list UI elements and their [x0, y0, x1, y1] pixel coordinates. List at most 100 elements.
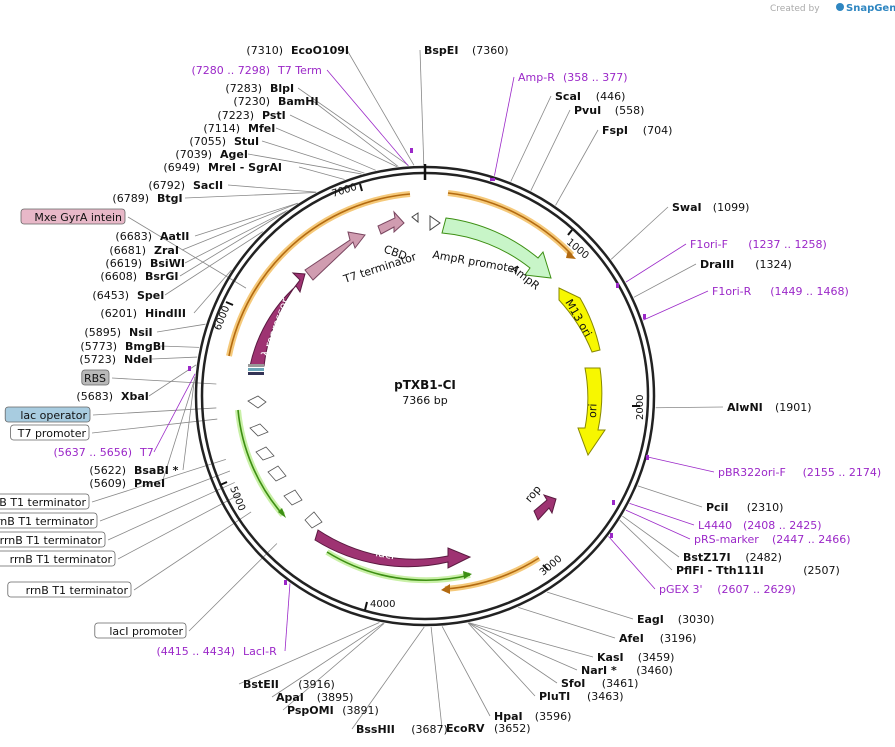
left-leader-line — [181, 202, 298, 251]
feature-ampr[interactable] — [441, 217, 552, 279]
left-label-bsiwi[interactable]: (6619) BsiWI — [105, 257, 185, 270]
left-label-bmgbi[interactable]: (5773) BmgBI — [80, 340, 165, 353]
left-label-aatii[interactable]: (6683) AatII — [115, 230, 189, 243]
feature-ori[interactable] — [577, 367, 606, 457]
feature-lambda-repressor[interactable] — [249, 272, 306, 367]
rrnb-t1-arrow-3[interactable] — [267, 465, 287, 482]
right-label-sfoi[interactable]: SfoI (3461) — [561, 677, 638, 690]
left-leader-line — [117, 493, 241, 560]
left-label-bsabi[interactable]: (5622) BsaBI * — [89, 464, 178, 477]
right-label-pbr322ori-f[interactable]: pBR322ori-F (2155 .. 2174) — [718, 466, 881, 479]
right-label-kasi[interactable]: KasI (3459) — [597, 651, 674, 664]
rrnb-t1-arrow-2[interactable] — [255, 446, 275, 461]
left-label-xbai[interactable]: (5683) XbaI — [76, 390, 148, 403]
right-label-f1ori-f[interactable]: F1ori-F (1237 .. 1258) — [690, 238, 827, 251]
left-label-bsrgi[interactable]: (6608) BsrGI — [100, 270, 178, 283]
left-label-bamhi[interactable]: (7230) BamHI — [233, 95, 318, 108]
right-label-name: NarI * — [581, 664, 617, 677]
right-label-bsteii[interactable]: BstEII (3916) — [243, 678, 335, 691]
left-label-mrei-sgrai[interactable]: (6949) MreI - SgrAI — [163, 161, 282, 174]
right-label-ecorv[interactable]: EcoRV (3652) — [446, 722, 531, 735]
left-label-psti[interactable]: (7223) PstI — [217, 109, 285, 122]
left-label-btgi[interactable]: (6789) BtgI — [112, 192, 182, 205]
right-label-bstz17i[interactable]: BstZ17I (2482) — [683, 551, 782, 564]
rrnb-t1-arrow-1[interactable] — [249, 423, 269, 437]
left-label-mxe-gyra-intein[interactable]: Mxe GyrA intein — [20, 208, 126, 225]
left-label-name: MreI - SgrAI — [208, 161, 282, 174]
feature-cbd-fusion[interactable] — [304, 231, 366, 281]
right-leader-line — [647, 456, 715, 473]
left-box-label-frame — [81, 369, 110, 386]
left-label-laci-promoter[interactable]: lacI promoter — [94, 622, 187, 639]
right-label-fspi[interactable]: FspI (704) — [602, 124, 672, 137]
right-leader-line — [518, 606, 616, 639]
left-label-spei[interactable]: (6453) SpeI — [92, 289, 164, 302]
rrnb-t1-arrow-4[interactable] — [283, 489, 303, 506]
left-label-blpi[interactable]: (7283) BlpI — [225, 82, 294, 95]
left-label-agei[interactable]: (7039) AgeI — [175, 148, 248, 161]
feature-m13-ori[interactable] — [558, 287, 601, 353]
orf-arc-2-head — [441, 584, 450, 594]
left-label-rrnb-t1-terminator[interactable]: rrnB T1 terminator — [0, 493, 90, 510]
right-label-pflfi-tth111i[interactable]: PflFI - Tth111I (2507) — [676, 564, 840, 577]
left-label-rrnb-t1-terminator[interactable]: rrnB T1 terminator — [0, 512, 98, 529]
right-label-f1ori-r[interactable]: F1ori-R (1449 .. 1468) — [712, 285, 849, 298]
right-label-eagi[interactable]: EagI (3030) — [637, 613, 714, 626]
left-label-position: (5773) — [80, 340, 117, 353]
right-label-swai[interactable]: SwaI (1099) — [672, 201, 749, 214]
ampr-promoter-arrow[interactable] — [429, 215, 441, 231]
right-label-prs-marker[interactable]: pRS-marker (2447 .. 2466) — [694, 533, 851, 546]
left-label-rrnb-t1-terminator[interactable]: rrnB T1 terminator — [0, 550, 116, 567]
feature-cbd[interactable] — [377, 210, 405, 235]
left-label-name: EcoO109I — [291, 44, 349, 57]
right-leader-line — [622, 515, 680, 558]
left-label-position: (6201) — [100, 307, 137, 320]
t7-promoter-arrow[interactable] — [247, 395, 267, 409]
left-label-ndei[interactable]: (5723) NdeI — [79, 353, 152, 366]
left-label-t7[interactable]: (5637 .. 5656) T7 — [53, 446, 153, 459]
right-label-amp-r[interactable]: Amp-R (358 .. 377) — [518, 71, 628, 84]
right-label-pluti[interactable]: PluTI (3463) — [539, 690, 624, 703]
left-label-rrnb-t1-terminator[interactable]: rrnB T1 terminator — [7, 581, 132, 598]
t7-terminator-arrow[interactable] — [411, 212, 419, 224]
left-label-name: BsrGI — [145, 270, 178, 283]
right-label-pvui[interactable]: PvuI (558) — [574, 104, 644, 117]
feature-rop[interactable] — [533, 494, 557, 521]
left-label-laci-r[interactable]: (4415 .. 4434) LacI-R — [156, 645, 277, 658]
left-label-rbs[interactable]: RBS — [81, 369, 110, 386]
laci-promoter-arrow[interactable] — [304, 511, 323, 529]
left-leader-line — [298, 166, 345, 180]
left-label-pmei[interactable]: (5609) PmeI — [89, 477, 165, 490]
left-label-t7-promoter[interactable]: T7 promoter — [10, 424, 90, 441]
right-label-scai[interactable]: ScaI (446) — [555, 90, 625, 103]
right-label-hpai[interactable]: HpaI (3596) — [494, 710, 571, 723]
left-label-zrai[interactable]: (6681) ZraI — [109, 244, 179, 257]
right-label-alwni[interactable]: AlwNI (1901) — [727, 401, 812, 414]
right-label-pcii[interactable]: PciI (2310) — [706, 501, 783, 514]
right-label-draiii[interactable]: DraIII (1324) — [700, 258, 792, 271]
right-label-pgex-3[interactable]: pGEX 3' (2607 .. 2629) — [659, 583, 796, 596]
right-label-l4440[interactable]: L4440 (2408 .. 2425) — [698, 519, 822, 532]
right-label-afei[interactable]: AfeI (3196) — [619, 632, 696, 645]
orf-arc-green-1-head — [278, 508, 286, 518]
left-label-lac-operator[interactable]: lac operator — [4, 406, 91, 423]
left-label-ecoo109i[interactable]: (7310) EcoO109I — [246, 44, 349, 57]
right-label-bspei[interactable]: BspEI (7360) — [424, 44, 509, 57]
right-label-apai[interactable]: ApaI (3895) — [276, 691, 353, 704]
left-label-rrnb-t1-terminator[interactable]: rrnB T1 terminator — [0, 531, 106, 548]
left-label-stui[interactable]: (7055) StuI — [189, 135, 259, 148]
right-label-position: (3687) — [411, 723, 448, 736]
left-label-mfei[interactable]: (7114) MfeI — [203, 122, 275, 135]
orf-arc-green-2-head — [463, 571, 472, 579]
right-label-pspomi[interactable]: PspOMI (3891) — [287, 704, 379, 717]
right-label-name: AlwNI — [727, 401, 763, 414]
left-label-hindiii[interactable]: (6201) HindIII — [100, 307, 186, 320]
left-label-sacii[interactable]: (6792) SacII — [148, 179, 223, 192]
feature-laci[interactable] — [314, 529, 472, 569]
left-label-t7-term[interactable]: (7280 .. 7298) T7 Term — [191, 64, 321, 77]
right-label-bsshii[interactable]: BssHII (3687) — [356, 723, 448, 736]
left-label-nsii[interactable]: (5895) NsiI — [84, 326, 152, 339]
right-label-position: (2607 .. 2629) — [717, 583, 796, 596]
right-label-nari[interactable]: NarI * (3460) — [581, 664, 673, 677]
